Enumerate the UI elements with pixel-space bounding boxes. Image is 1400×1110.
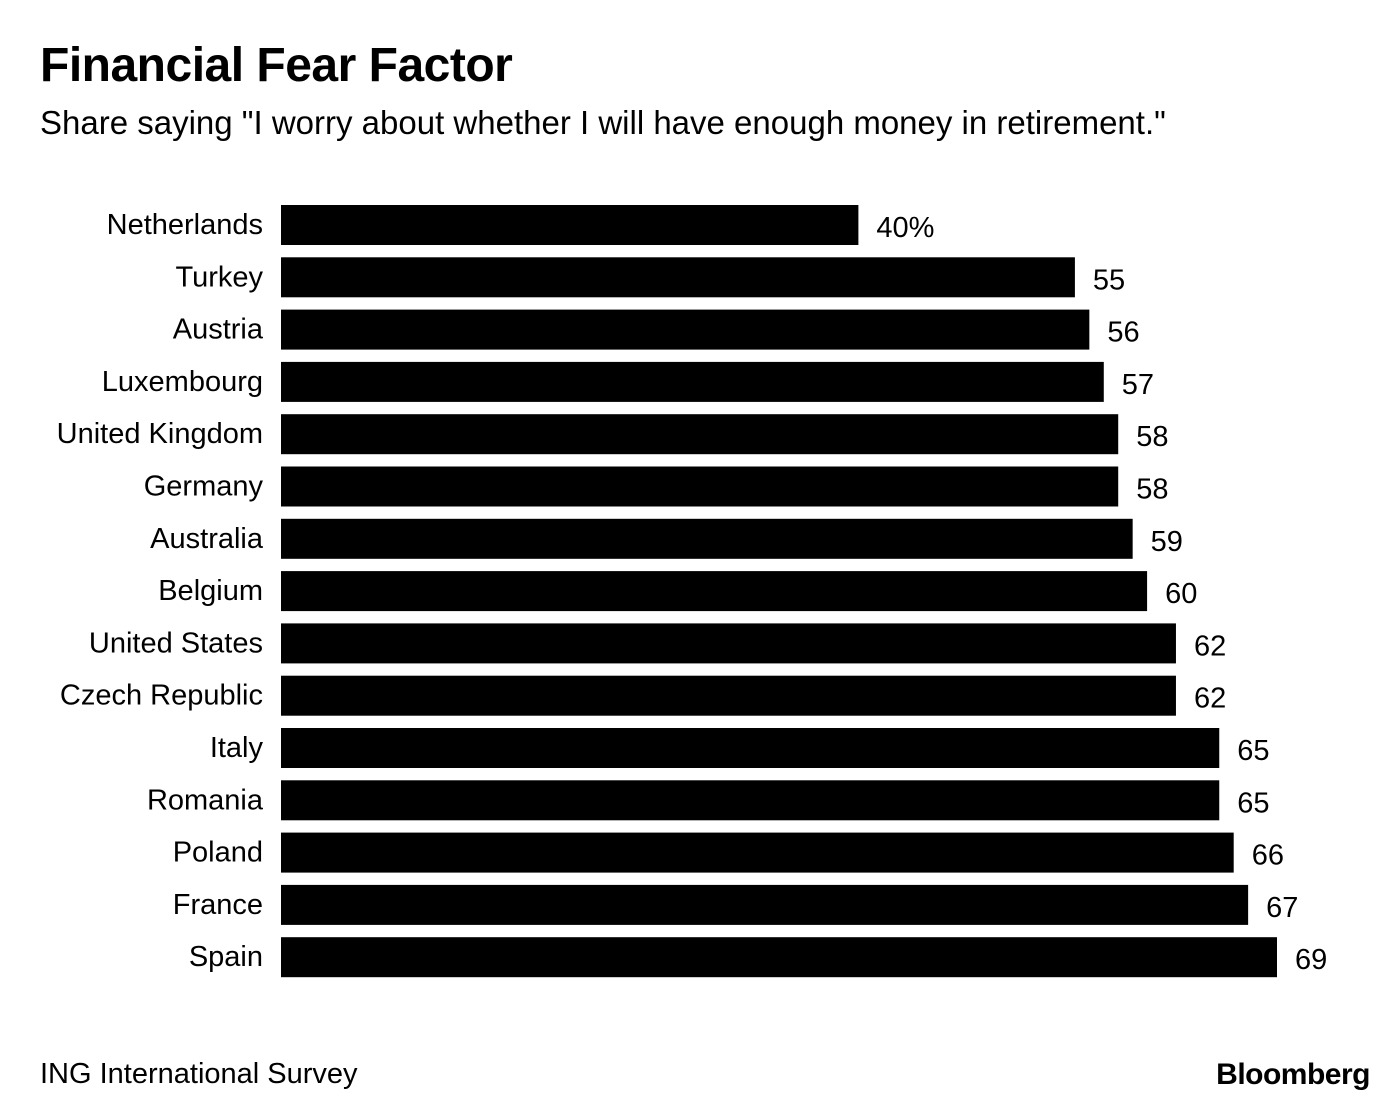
- category-label: Czech Republic: [60, 680, 263, 712]
- value-label: 56: [1107, 317, 1139, 349]
- category-label: Italy: [210, 732, 264, 764]
- bar-germany: [281, 466, 1119, 507]
- category-label: United Kingdom: [57, 418, 263, 450]
- category-label: Australia: [150, 523, 264, 555]
- bar-austria: [281, 309, 1090, 350]
- category-label: Austria: [173, 314, 264, 346]
- category-label: Turkey: [175, 261, 263, 293]
- category-label: France: [173, 889, 263, 921]
- bar-turkey: [281, 257, 1075, 298]
- source-note: ING International Survey: [40, 1058, 358, 1090]
- bar-spain: [281, 937, 1277, 978]
- category-label: United States: [89, 627, 263, 659]
- bar-belgium: [281, 571, 1148, 612]
- value-label: 58: [1136, 421, 1168, 453]
- value-label: 60: [1165, 578, 1197, 610]
- category-label: Luxembourg: [102, 366, 263, 398]
- value-label: 40%: [876, 212, 934, 244]
- value-label: 65: [1237, 787, 1269, 819]
- chart-subtitle: Share saying "I worry about whether I wi…: [40, 104, 1166, 141]
- bar-netherlands: [281, 205, 859, 245]
- value-label: 58: [1136, 474, 1168, 506]
- bloomberg-logo: Bloomberg: [1216, 1058, 1370, 1091]
- value-label: 57: [1122, 369, 1154, 401]
- bar-luxembourg: [281, 361, 1104, 402]
- bar-italy: [281, 728, 1220, 768]
- category-label: Netherlands: [107, 209, 263, 241]
- bar-poland: [281, 832, 1234, 873]
- bar-united-kingdom: [281, 414, 1119, 455]
- bar-france: [281, 884, 1249, 925]
- bar-australia: [281, 518, 1133, 559]
- category-label: Poland: [173, 837, 263, 869]
- value-label: 66: [1252, 840, 1284, 872]
- category-label: Spain: [189, 941, 263, 973]
- category-label: Romania: [147, 784, 264, 816]
- bar-united-states: [281, 623, 1176, 664]
- value-label: 55: [1093, 264, 1125, 296]
- value-label: 69: [1295, 944, 1327, 976]
- bar-romania: [281, 780, 1220, 821]
- value-label: 67: [1266, 892, 1298, 924]
- value-label: 62: [1194, 683, 1226, 715]
- category-label: Germany: [144, 471, 264, 503]
- category-label: Belgium: [158, 575, 263, 607]
- value-label: 59: [1151, 526, 1183, 558]
- value-label: 62: [1194, 630, 1226, 662]
- value-label: 65: [1237, 735, 1269, 767]
- bar-czech-republic: [281, 675, 1176, 716]
- chart-title: Financial Fear Factor: [40, 39, 513, 92]
